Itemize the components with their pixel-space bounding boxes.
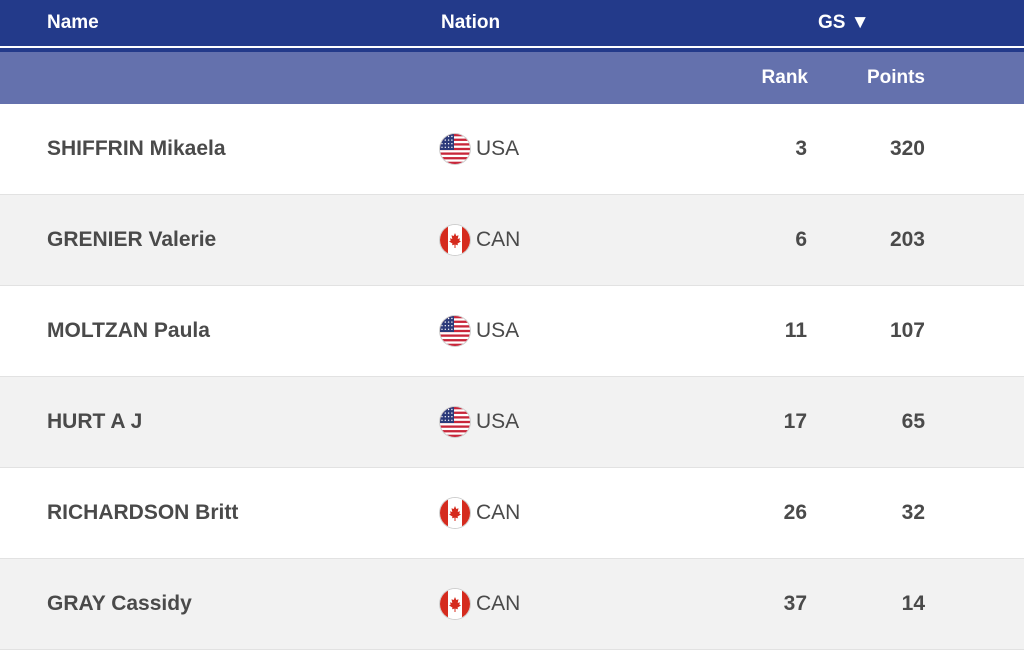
- nation-code: USA: [476, 319, 520, 342]
- rank-value: 26: [783, 501, 807, 524]
- nation-code: CAN: [476, 592, 521, 615]
- rank-value: 11: [784, 319, 807, 342]
- nation-cell: CAN: [440, 225, 520, 255]
- athlete-name[interactable]: GRAY Cassidy: [47, 592, 192, 615]
- nation-code: USA: [476, 137, 520, 160]
- discipline-sort-gs[interactable]: GS ▼: [818, 12, 870, 33]
- header-divider-band: [0, 48, 1024, 52]
- canada-flag-icon: [440, 589, 470, 619]
- column-header-rank[interactable]: Rank: [761, 67, 808, 88]
- rank-value: 17: [783, 410, 807, 433]
- nation-cell: CAN: [440, 498, 520, 528]
- usa-flag-icon: [440, 407, 470, 437]
- rank-value: 6: [795, 228, 807, 251]
- nation-code: USA: [476, 410, 520, 433]
- athlete-name[interactable]: SHIFFRIN Mikaela: [47, 137, 226, 160]
- nation-cell: USA: [440, 134, 519, 164]
- points-value: 14: [901, 592, 925, 615]
- table-row[interactable]: MOLTZAN Paula USA 11 107: [0, 286, 1024, 377]
- points-value: 107: [889, 319, 925, 342]
- points-value: 65: [901, 410, 925, 433]
- points-value: 203: [889, 228, 925, 251]
- points-value: 320: [889, 137, 925, 160]
- athlete-name[interactable]: GRENIER Valerie: [47, 228, 217, 251]
- canada-flag-icon: [440, 225, 470, 255]
- header-divider: [0, 46, 1024, 48]
- usa-flag-icon: [440, 316, 470, 346]
- table-row[interactable]: GRENIER Valerie CAN 6 203: [0, 195, 1024, 286]
- canada-flag-icon: [440, 498, 470, 528]
- column-header-name[interactable]: Name: [47, 12, 99, 33]
- athlete-name[interactable]: HURT A J: [47, 410, 143, 433]
- table-header: Name Nation GS ▼: [0, 0, 1024, 46]
- nation-code: CAN: [476, 228, 521, 251]
- nation-cell: CAN: [440, 589, 520, 619]
- nation-cell: USA: [440, 407, 519, 437]
- table-row[interactable]: GRAY Cassidy CAN 37 14: [0, 559, 1024, 650]
- standings-table-body: SHIFFRIN Mikaela USA 3 320 GRENIER Valer…: [0, 104, 1024, 650]
- table-subheader: Rank Points: [0, 52, 1024, 104]
- athlete-name[interactable]: MOLTZAN Paula: [47, 319, 210, 342]
- column-header-nation[interactable]: Nation: [441, 12, 501, 33]
- column-header-points[interactable]: Points: [866, 67, 925, 88]
- athlete-name[interactable]: RICHARDSON Britt: [47, 501, 239, 524]
- rank-value: 3: [795, 137, 807, 160]
- nation-cell: USA: [440, 316, 519, 346]
- table-row[interactable]: RICHARDSON Britt CAN 26 32: [0, 468, 1024, 559]
- rank-value: 37: [783, 592, 807, 615]
- table-row[interactable]: HURT A J USA 17 65: [0, 377, 1024, 468]
- points-value: 32: [901, 501, 925, 524]
- table-row[interactable]: SHIFFRIN Mikaela USA 3 320: [0, 104, 1024, 195]
- nation-code: CAN: [476, 501, 521, 524]
- usa-flag-icon: [440, 134, 470, 164]
